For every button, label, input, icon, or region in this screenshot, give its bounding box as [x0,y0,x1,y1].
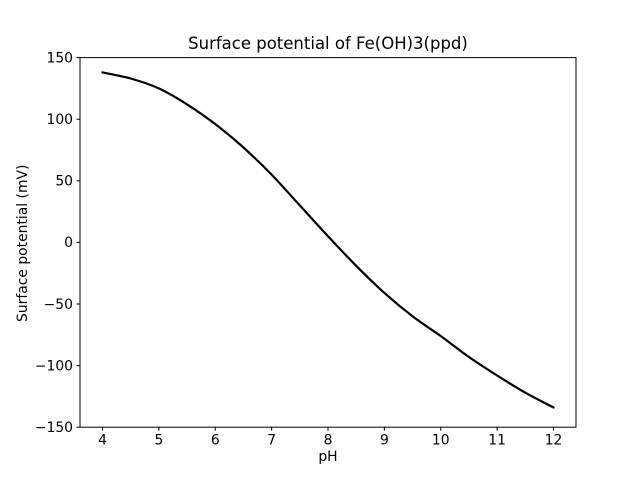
x-tick-label: 10 [432,433,450,449]
x-tick-label: 12 [545,433,563,449]
x-tick-label: 8 [324,433,333,449]
y-tick-label: −150 [35,420,73,436]
y-tick-label: −50 [44,297,73,313]
chart-title: Surface potential of Fe(OH)3(ppd) [188,34,468,53]
y-tick-label: 150 [46,50,73,66]
x-tick-label: 7 [267,433,276,449]
y-axis-label: Surface potential (mV) [15,164,31,322]
y-tick-label: 100 [46,112,73,128]
x-axis-label: pH [318,449,338,465]
y-tick-label: 50 [55,174,73,190]
y-tick-label: 0 [64,235,73,251]
x-tick-label: 4 [98,433,107,449]
plot-border [79,57,577,428]
x-tick-label: 9 [380,433,389,449]
x-tick-label: 5 [154,433,163,449]
series-line [101,71,555,409]
x-tick-label: 6 [211,433,220,449]
x-tick-label: 11 [488,433,506,449]
y-tick-label: −100 [35,358,73,374]
